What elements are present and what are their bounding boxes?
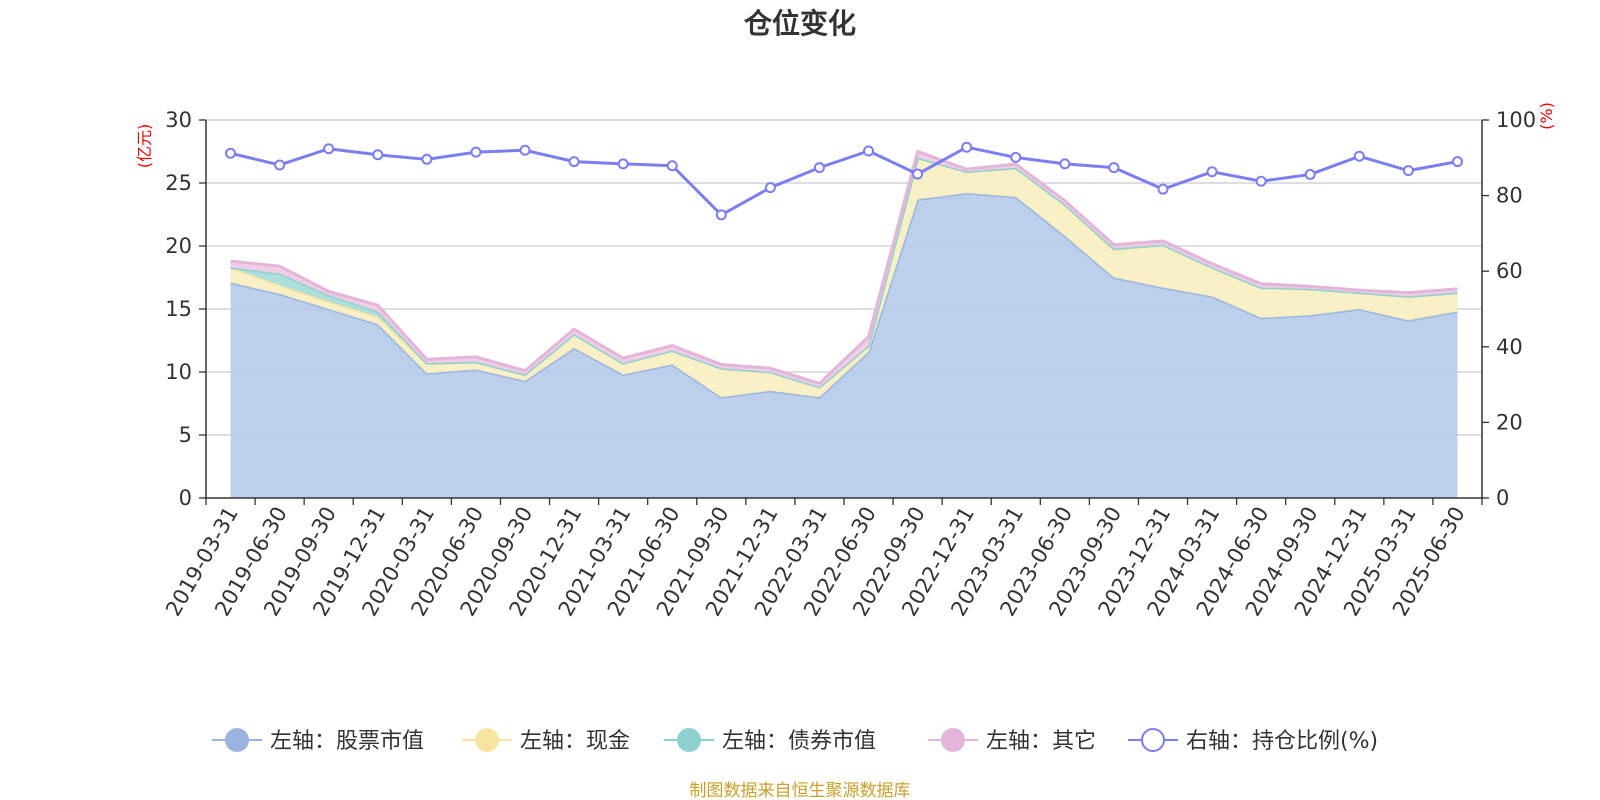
ratio-point <box>1255 175 1267 187</box>
area-左轴：股票市值 <box>230 193 1458 498</box>
ratio-point <box>1304 168 1316 180</box>
ratio-point <box>421 153 433 165</box>
legend-marker <box>1141 728 1165 752</box>
left-tick-label: 0 <box>179 486 192 510</box>
legend-item: 左轴：债券市值 <box>664 728 876 754</box>
ratio-point <box>1402 165 1414 177</box>
ratio-point <box>274 159 286 171</box>
area-左轴：现金 <box>230 157 1458 398</box>
legend-item: 左轴：其它 <box>928 728 1096 754</box>
left-tick-label: 5 <box>179 423 192 447</box>
ratio-point <box>863 145 875 157</box>
legend: 左轴：股票市值 左轴：现金 左轴：债券市值 左轴：其它 右轴：持仓比例(%) <box>212 728 1378 754</box>
area-edge-左轴：其它 <box>230 149 1458 386</box>
position-ratio-line <box>225 141 1463 221</box>
chart-title: 仓位变化 <box>744 7 856 40</box>
legend-marker <box>475 728 499 752</box>
legend-item: 左轴：现金 <box>462 728 630 754</box>
left-tick-label: 20 <box>165 234 192 258</box>
left-tick-label: 15 <box>165 297 192 321</box>
right-tick-label: 0 <box>1496 486 1509 510</box>
legend-label: 左轴：其它 <box>986 729 1096 754</box>
right-tick-label: 40 <box>1496 335 1523 359</box>
stacked-areas <box>230 149 1458 498</box>
ratio-line <box>230 145 1458 217</box>
legend-marker <box>225 728 249 752</box>
ratio-point <box>568 156 580 168</box>
left-tick-label: 30 <box>165 108 192 132</box>
ratio-point <box>1157 183 1169 195</box>
right-tick-label: 20 <box>1496 410 1523 434</box>
legend-marker <box>941 728 965 752</box>
ratio-point <box>519 144 531 156</box>
right-tick-label: 80 <box>1496 184 1523 208</box>
legend-item: 右轴：持仓比例(%) <box>1128 728 1378 754</box>
ratio-point <box>372 149 384 161</box>
ratio-point <box>225 147 237 159</box>
legend-marker <box>677 728 701 752</box>
legend-label: 左轴：现金 <box>520 729 630 754</box>
ratio-point <box>323 143 335 155</box>
right-axis-unit: (%) <box>1537 102 1556 130</box>
ratio-point <box>617 158 629 170</box>
ratio-point <box>764 182 776 194</box>
ratio-point <box>1451 156 1463 168</box>
legend-label: 右轴：持仓比例(%) <box>1186 729 1378 754</box>
ratio-point <box>961 141 973 153</box>
ratio-point <box>1010 151 1022 163</box>
right-tick-label: 100 <box>1496 108 1536 132</box>
legend-item: 左轴：股票市值 <box>212 728 424 754</box>
ratio-point <box>1353 150 1365 162</box>
left-axis-unit: (亿元) <box>135 124 154 169</box>
ratio-point <box>1206 166 1218 178</box>
legend-label: 左轴：债券市值 <box>722 729 876 754</box>
ratio-point <box>813 162 825 174</box>
legend-label: 左轴：股票市值 <box>270 729 424 754</box>
data-source-note: 制图数据来自恒生聚源数据库 <box>690 781 911 800</box>
ratio-point <box>715 209 727 221</box>
ratio-point <box>912 168 924 180</box>
left-tick-label: 10 <box>165 360 192 384</box>
ratio-point <box>470 146 482 158</box>
left-tick-label: 25 <box>165 171 192 195</box>
ratio-point <box>1059 158 1071 170</box>
ratio-point <box>666 160 678 172</box>
right-tick-label: 60 <box>1496 259 1523 283</box>
ratio-point <box>1108 162 1120 174</box>
